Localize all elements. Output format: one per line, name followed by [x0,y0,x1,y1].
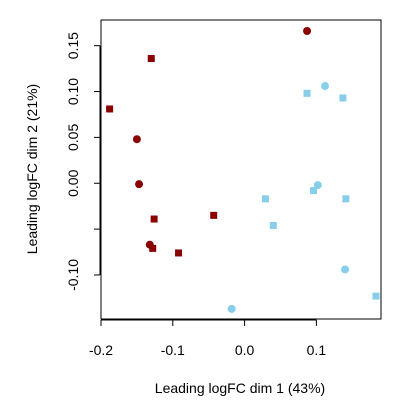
data-point-square [106,105,114,113]
data-point-square [147,55,155,63]
data-point-square [342,195,350,203]
data-point-circle [132,135,141,144]
x-tick-label: 0.0 [235,342,255,358]
data-point-square [269,221,277,229]
data-points [106,27,380,313]
plot-frame [100,19,382,320]
y-tick-label: 0.05 [65,124,81,151]
x-axis-label: Leading logFC dim 1 (43%) [155,380,325,396]
data-point-circle [341,265,350,274]
data-point-square [175,249,183,257]
data-point-circle [321,82,329,91]
data-point-circle [227,304,236,313]
data-point-square [372,292,380,300]
x-axis: -0.2 -0.1 0.0 0.1 [89,319,327,358]
data-point-square [210,211,218,219]
data-point-square [303,89,311,97]
y-axis-label: Leading logFC dim 2 (21%) [24,84,40,254]
data-point-square [310,187,318,195]
data-point-square [149,244,157,252]
x-tick-label: -0.2 [89,342,113,358]
y-tick-label: 0.10 [65,78,81,105]
data-point-circle [135,180,144,189]
y-axis: 0.15 0.10 0.05 0.00 -0.10 [65,32,101,291]
y-tick-label: 0.00 [65,169,81,196]
data-point-circle [303,27,312,36]
y-tick-label: 0.15 [65,32,81,59]
x-tick-label: -0.1 [161,342,185,358]
data-point-square [261,195,269,203]
data-point-square [339,94,347,102]
data-point-circle [313,181,322,190]
data-point-square [150,215,158,223]
y-tick-label: -0.10 [65,259,81,291]
x-tick-label: 0.1 [307,342,327,358]
